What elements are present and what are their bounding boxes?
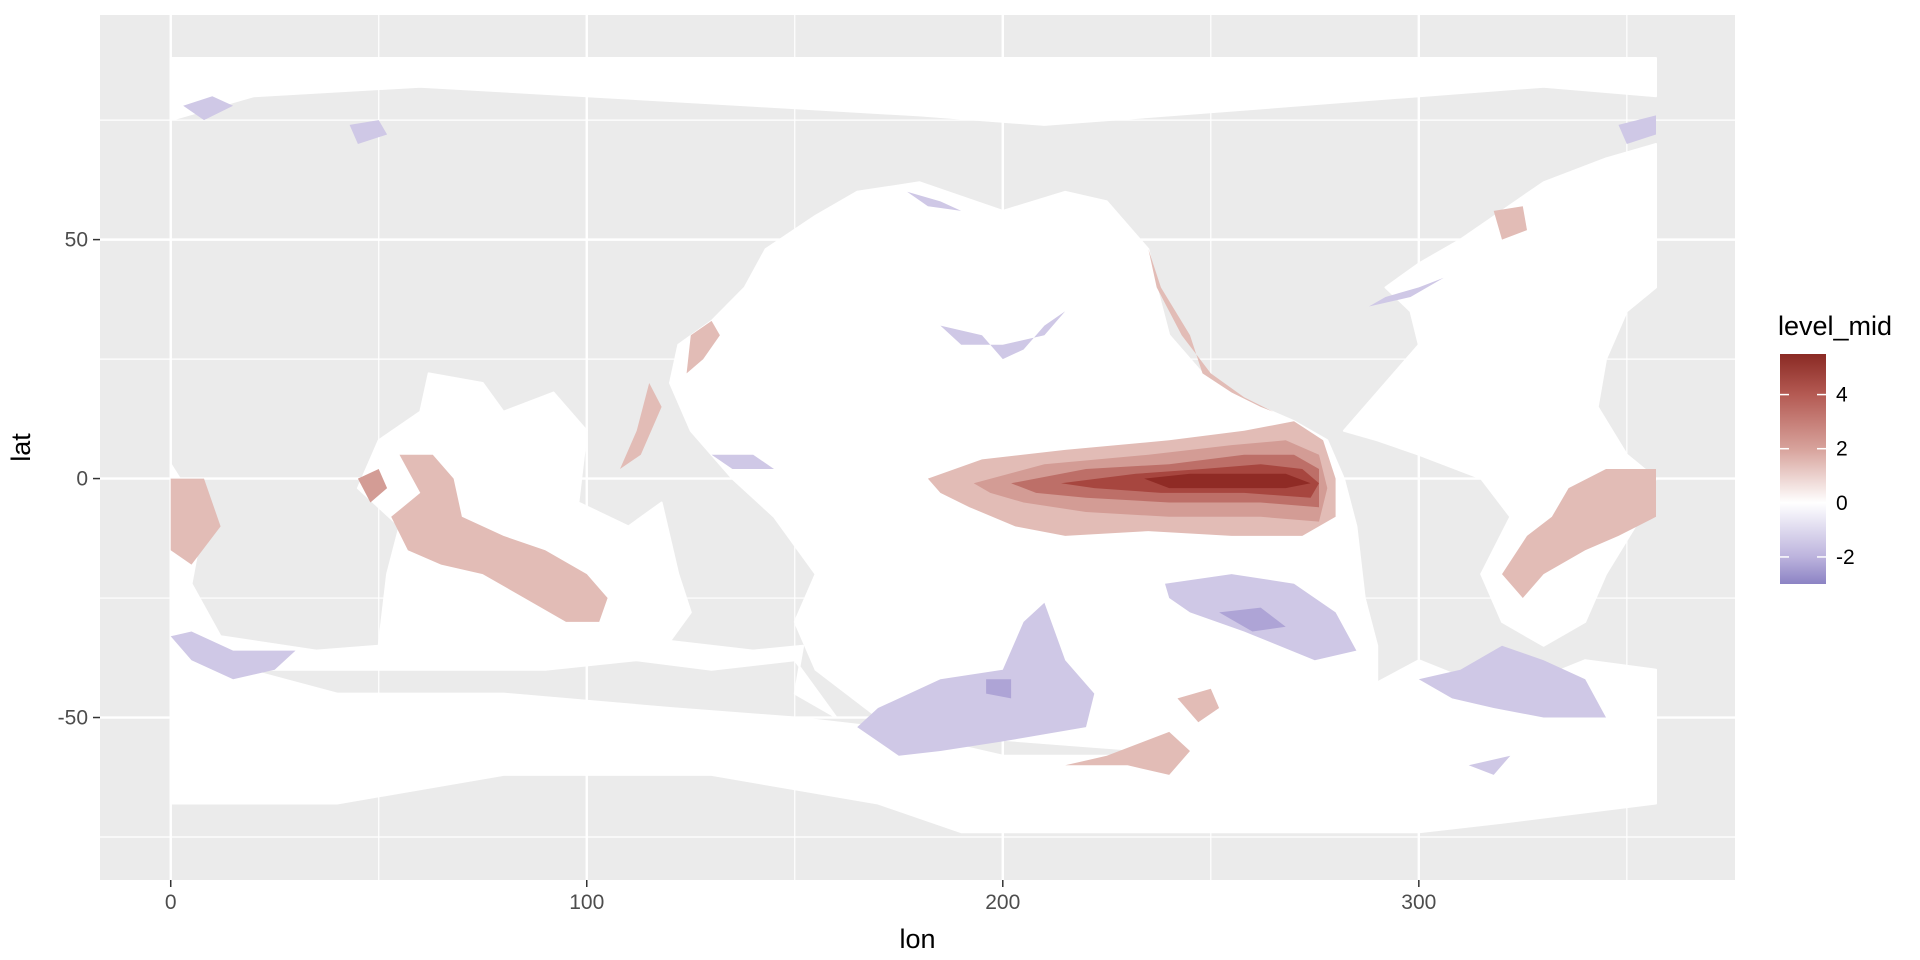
- legend-ticks: -2 0 2 4: [1780, 384, 1855, 569]
- legend-tick-label: -2: [1836, 546, 1855, 569]
- legend-tick-label: 4: [1836, 384, 1848, 407]
- anomaly-region-neg1: [857, 602, 1095, 756]
- y-tick-label: 0: [76, 468, 88, 491]
- anomaly-region-neg1: [1418, 645, 1606, 718]
- anomaly-region-pos1: [1493, 206, 1527, 240]
- heatmap-regions: [169, 57, 1657, 834]
- anomaly-region-neg1: [907, 191, 962, 211]
- legend-colorbar: [1780, 354, 1826, 584]
- anomaly-region-pos5: [1144, 473, 1311, 489]
- anomaly-region-pos1: [620, 383, 662, 469]
- x-tick-label: 300: [1401, 891, 1436, 914]
- anomaly-region-neg1: [1618, 115, 1656, 144]
- y-axis: -50 0 50: [58, 229, 100, 730]
- anomaly-region-pos1: [1065, 731, 1190, 775]
- legend: level_mid -2 0 2 4: [1778, 311, 1892, 584]
- anomaly-region-neg1: [349, 120, 388, 144]
- legend-title: level_mid: [1778, 311, 1892, 341]
- anomaly-region-pos1: [1177, 688, 1220, 723]
- legend-tick-label: 0: [1836, 492, 1848, 515]
- anomaly-region-neg1: [1368, 277, 1444, 307]
- legend-tick-label: 2: [1836, 438, 1848, 461]
- anomaly-region-neg1: [1468, 755, 1511, 775]
- y-tick-label: -50: [58, 707, 88, 730]
- anomaly-region-neg2: [986, 679, 1012, 699]
- y-axis-title: lat: [6, 433, 36, 462]
- anomaly-region-neg2: [1219, 607, 1286, 632]
- anomaly-region-neg1: [940, 311, 1066, 360]
- anomaly-region-pos1: [391, 454, 608, 622]
- y-tick-label: 50: [65, 229, 88, 252]
- x-tick-label: 200: [985, 891, 1020, 914]
- x-axis-title: lon: [899, 924, 935, 954]
- x-tick-label: 100: [569, 891, 604, 914]
- anomaly-region-pos1: [170, 478, 221, 565]
- ocean-region: [169, 57, 1657, 126]
- anomaly-region-pos2: [357, 469, 388, 503]
- anomaly-region-neg1: [711, 454, 774, 469]
- anomaly-region-pos1: [1502, 469, 1656, 598]
- anomaly-region-neg1: [170, 631, 296, 680]
- x-tick-label: 0: [165, 891, 177, 914]
- x-axis: 0 100 200 300: [165, 880, 1436, 914]
- anomaly-region-pos1: [686, 320, 720, 374]
- anomaly-region-neg1: [183, 96, 234, 121]
